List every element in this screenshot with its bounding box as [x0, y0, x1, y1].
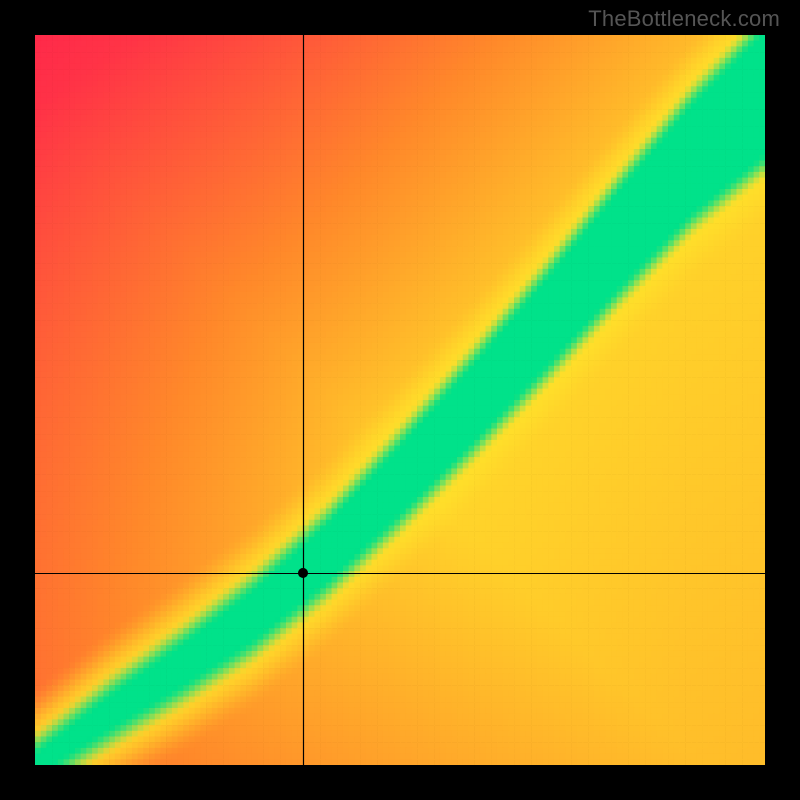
heatmap-canvas — [0, 0, 800, 800]
watermark-text: TheBottleneck.com — [588, 6, 780, 32]
